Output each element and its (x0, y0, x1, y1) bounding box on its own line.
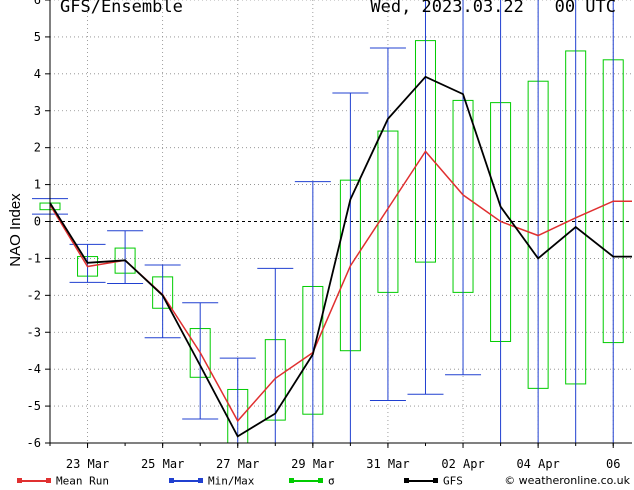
legend-label-minmax: Min/Max (208, 474, 255, 488)
legend-swatch-mean (17, 478, 51, 483)
y-tick-label: -4 (27, 362, 41, 376)
y-tick-label: -3 (27, 325, 41, 339)
run-timestamp: Wed, 2023.03.22 00 UTC (370, 0, 616, 17)
x-tick-label: 02 Apr (441, 457, 484, 471)
series-line-gfs (49, 75, 632, 438)
legend-label-gfs: GFS (443, 474, 463, 488)
y-tick-label: -2 (27, 288, 41, 302)
legend-item-mean: Mean Run (17, 474, 109, 488)
y-tick-label: 3 (34, 104, 41, 118)
legend-item-sigma: σ (289, 474, 335, 488)
legend: Mean Run Min/Max σ GFS © weatheronline.c… (0, 474, 634, 490)
y-tick-label: 4 (34, 67, 41, 81)
y-tick-label: 2 (34, 141, 41, 155)
minmax-bar (407, 0, 444, 395)
chart-title: GFS/Ensemble (60, 0, 183, 17)
minmax-bar (257, 267, 294, 443)
x-tick-label: 04 Apr (516, 457, 559, 471)
y-tick-label: -6 (27, 436, 41, 450)
x-tick-label: 29 Mar (291, 457, 334, 471)
minmax-bar (107, 230, 144, 285)
minmax-bar (369, 47, 406, 402)
y-axis-label: NAO Index (7, 193, 24, 267)
credit-text: © weatheronline.co.uk (504, 474, 630, 487)
y-tick-label: 0 (34, 215, 41, 229)
series-lines (49, 75, 632, 438)
axes: -6 -5 -4 -3 -2 -1 0 1 2 3 4 5 6 23 Mar 25 Mar 27 Mar 29 … (27, 0, 632, 471)
series-line-mean (49, 150, 632, 423)
y-tick-label: 1 (34, 178, 41, 192)
minmax-bar (294, 181, 331, 443)
x-tick-label: 25 Mar (141, 457, 184, 471)
legend-swatch-sigma (289, 478, 323, 483)
y-tick-label: -5 (27, 399, 41, 413)
minmax-bar (219, 357, 256, 443)
grid-layer (50, 0, 632, 444)
legend-item-gfs: GFS (404, 474, 463, 488)
minmax-bar (182, 302, 219, 420)
legend-label-sigma: σ (328, 474, 335, 488)
y-tick-label: 5 (34, 30, 41, 44)
x-tick-label: 23 Mar (66, 457, 109, 471)
minmax-bar (144, 264, 181, 339)
sigma-boxes (39, 40, 624, 444)
y-tick-label: -1 (27, 251, 41, 265)
legend-swatch-gfs (404, 478, 438, 483)
legend-swatch-minmax (169, 478, 203, 483)
nao-chart: -6 -5 -4 -3 -2 -1 0 1 2 3 4 5 6 23 Mar 25 Mar 27 Mar 29 … (7, 0, 632, 471)
x-tick-label: 31 Mar (366, 457, 409, 471)
legend-label-mean: Mean Run (56, 474, 109, 488)
legend-item-minmax: Min/Max (169, 474, 255, 488)
y-tick-label: 6 (34, 0, 41, 7)
x-tick-label: 06 (606, 457, 620, 471)
x-tick-label: 27 Mar (216, 457, 259, 471)
minmax-bar (445, 0, 482, 376)
minmax-bar (332, 92, 369, 443)
